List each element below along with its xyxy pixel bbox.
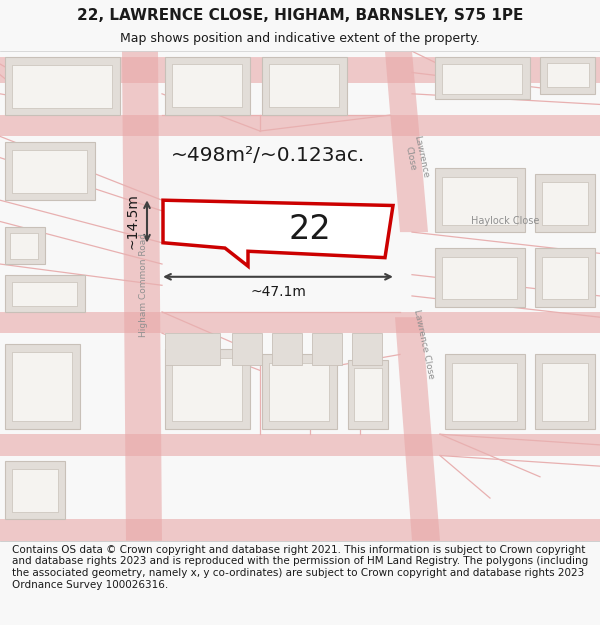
Bar <box>535 354 595 429</box>
Bar <box>435 57 530 99</box>
Polygon shape <box>0 519 600 541</box>
Polygon shape <box>385 51 428 232</box>
Bar <box>232 333 262 365</box>
Bar <box>442 64 522 94</box>
Bar <box>12 352 72 421</box>
Bar <box>5 57 120 115</box>
Bar <box>540 57 595 94</box>
Text: Contains OS data © Crown copyright and database right 2021. This information is : Contains OS data © Crown copyright and d… <box>12 545 588 589</box>
Text: Map shows position and indicative extent of the property.: Map shows position and indicative extent… <box>120 32 480 45</box>
Bar <box>5 227 45 264</box>
Bar <box>5 344 80 429</box>
Bar <box>452 363 517 421</box>
Bar <box>272 333 302 365</box>
Bar <box>269 363 329 421</box>
Bar <box>547 63 589 88</box>
Bar <box>5 142 95 200</box>
Bar <box>445 354 525 429</box>
Bar <box>542 363 588 421</box>
Bar <box>535 248 595 307</box>
Bar <box>172 357 242 421</box>
Bar <box>535 174 595 232</box>
Polygon shape <box>122 51 162 541</box>
Bar <box>542 182 588 224</box>
Bar <box>269 64 339 107</box>
Bar <box>435 248 525 307</box>
Bar <box>262 354 337 429</box>
Text: ~47.1m: ~47.1m <box>250 284 306 299</box>
Text: ~498m²/~0.123ac.: ~498m²/~0.123ac. <box>171 146 365 165</box>
Text: Haylock Close: Haylock Close <box>471 216 539 226</box>
Text: Lawrence
Close: Lawrence Close <box>402 134 430 181</box>
Polygon shape <box>0 434 600 456</box>
Text: 22: 22 <box>289 214 331 246</box>
Polygon shape <box>163 200 393 266</box>
Bar <box>12 469 58 512</box>
Bar <box>542 257 588 299</box>
Bar <box>165 57 250 115</box>
Text: 22, LAWRENCE CLOSE, HIGHAM, BARNSLEY, S75 1PE: 22, LAWRENCE CLOSE, HIGHAM, BARNSLEY, S7… <box>77 8 523 23</box>
Bar <box>352 333 382 365</box>
Bar <box>348 360 388 429</box>
Bar <box>442 177 517 224</box>
Bar <box>12 65 112 108</box>
Bar <box>165 333 220 365</box>
Text: Higham Common Road: Higham Common Road <box>139 233 148 338</box>
Bar <box>442 257 517 299</box>
Bar <box>10 233 38 259</box>
Bar <box>12 150 87 192</box>
Bar <box>5 274 85 312</box>
Bar <box>312 333 342 365</box>
Bar <box>262 57 347 115</box>
Text: Lawrence Close: Lawrence Close <box>412 308 436 379</box>
Bar <box>12 282 77 306</box>
Bar <box>172 64 242 107</box>
Bar <box>435 168 525 232</box>
Polygon shape <box>0 115 600 136</box>
Polygon shape <box>395 318 440 541</box>
Bar <box>5 461 65 519</box>
Bar <box>354 368 382 421</box>
Polygon shape <box>0 57 600 83</box>
Bar <box>165 349 250 429</box>
Text: ~14.5m: ~14.5m <box>126 194 140 249</box>
Polygon shape <box>0 312 600 333</box>
